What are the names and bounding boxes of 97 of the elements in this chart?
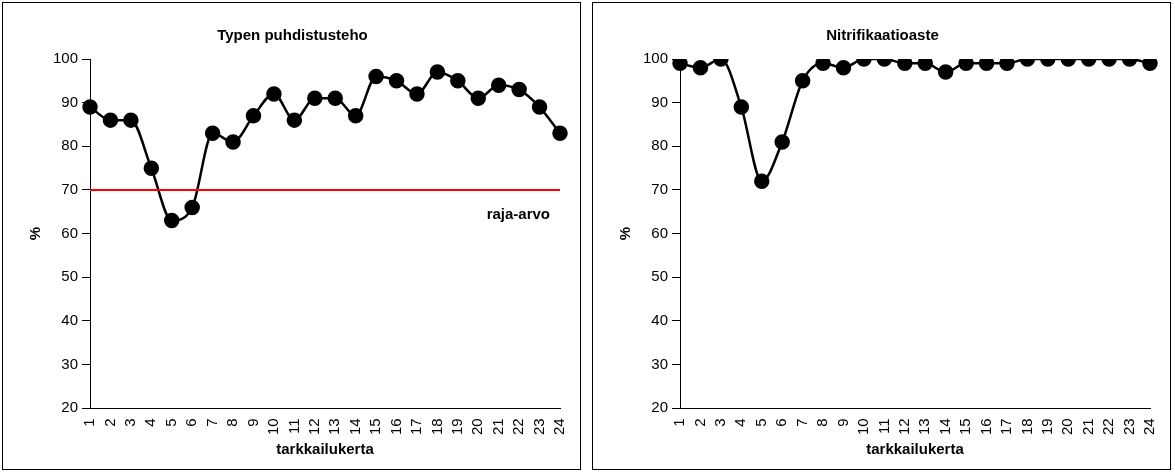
x-tick-label: 23	[1119, 418, 1137, 435]
y-tick-label: 80	[61, 136, 79, 154]
x-tick-label: 4	[731, 418, 749, 427]
x-tick-label: 3	[121, 418, 139, 427]
y-tick-label: 90	[61, 92, 79, 110]
x-tick-label: 21	[488, 418, 506, 435]
y-tick-label: 50	[651, 267, 669, 285]
x-tick-label: 1	[80, 418, 98, 427]
x-tick-label: 17	[997, 418, 1015, 435]
x-tick-label: 8	[813, 418, 831, 427]
point	[102, 112, 119, 128]
x-tick-label: 9	[833, 418, 851, 427]
x-tick-label: 24	[550, 418, 568, 435]
point	[347, 108, 364, 124]
point	[409, 86, 425, 102]
x-tick-label: 2	[100, 418, 118, 427]
point	[184, 199, 200, 216]
chart-title: Typen puhdistusteho	[217, 26, 368, 44]
point	[245, 108, 262, 124]
x-tick-label: 11	[284, 418, 302, 434]
y-tick-label: 50	[61, 267, 79, 285]
x-tick-label: 23	[529, 418, 547, 435]
x-tick-label: 22	[1099, 418, 1117, 435]
x-tick-label: 10	[264, 418, 282, 435]
x-tick-label: 3	[711, 418, 729, 427]
ref-line-label: raja-arvo	[486, 204, 550, 222]
x-tick-label: 17	[407, 418, 425, 435]
x-tick-label: 20	[1058, 418, 1076, 435]
x-tick-label: 9	[243, 418, 261, 427]
x-tick-label: 19	[447, 418, 465, 435]
x-tick-label: 24	[1140, 418, 1158, 435]
y-tick-label: 20	[61, 398, 79, 416]
x-tick-label: 7	[792, 418, 810, 427]
x-tick-label: 15	[366, 418, 384, 435]
x-tick-label: 6	[772, 418, 790, 427]
point	[490, 77, 507, 93]
x-tick-label: 13	[325, 418, 343, 435]
x-tick-label: 5	[751, 418, 769, 427]
y-tick-label: 30	[61, 354, 79, 372]
x-tick-label: 19	[1037, 418, 1055, 435]
point	[82, 99, 98, 115]
x-tick-label: 5	[161, 418, 179, 427]
x-tick-label: 18	[1017, 418, 1035, 435]
x-tick-label: 2	[690, 418, 708, 427]
y-tick-label: 70	[651, 180, 669, 198]
point	[266, 86, 282, 102]
x-tick-label: 13	[915, 418, 933, 435]
y-tick-label: 30	[651, 354, 669, 372]
point	[368, 68, 384, 85]
point	[388, 73, 405, 89]
x-tick-label: 20	[468, 418, 486, 435]
y-tick-label: 60	[651, 223, 669, 241]
y-tick-label: 70	[61, 180, 79, 198]
x-tick-label: 11	[874, 418, 892, 434]
y-tick-label: 40	[651, 311, 669, 329]
point	[511, 81, 527, 98]
point	[327, 90, 343, 107]
y-tick-label: 20	[651, 398, 669, 416]
y-tick-label: 80	[651, 136, 669, 154]
y-axis-title: %	[26, 226, 44, 241]
x-tick-label: 1	[670, 418, 688, 427]
x-tick-label: 10	[854, 418, 872, 435]
x-tick-label: 16	[386, 418, 404, 435]
chart-title: Nitrifikaatioaste	[826, 26, 939, 44]
point	[429, 64, 446, 80]
x-axis-title: tarkkailukerta	[866, 440, 965, 458]
point	[470, 90, 487, 107]
x-tick-label: 6	[182, 418, 200, 427]
x-tick-label: 4	[141, 418, 159, 427]
x-tick-label: 21	[1078, 418, 1096, 435]
y-axis-title: %	[616, 226, 634, 241]
point	[123, 112, 139, 128]
point	[164, 212, 180, 229]
x-tick-label: 14	[345, 418, 363, 435]
point	[225, 134, 241, 150]
x-tick-label: 7	[202, 418, 220, 427]
x-tick-label: 14	[935, 418, 953, 435]
point	[204, 125, 221, 141]
y-tick-label: 90	[651, 92, 669, 110]
x-tick-label: 18	[427, 418, 445, 435]
y-tick-label: 100	[643, 49, 669, 67]
x-axis-title: tarkkailukerta	[276, 440, 375, 458]
point	[531, 99, 548, 115]
y-tick-label: 60	[61, 223, 79, 241]
x-tick-label: 8	[223, 418, 241, 427]
x-tick-label: 15	[956, 418, 974, 435]
x-tick-label: 12	[894, 418, 912, 435]
y-tick-label: 100	[53, 49, 79, 67]
point	[552, 125, 568, 141]
y-tick-label: 40	[61, 311, 79, 329]
x-tick-label: 12	[304, 418, 322, 435]
point	[450, 73, 466, 89]
point	[307, 90, 323, 107]
x-tick-label: 22	[509, 418, 527, 435]
point	[286, 112, 303, 128]
point	[143, 160, 160, 176]
x-tick-label: 16	[976, 418, 994, 435]
